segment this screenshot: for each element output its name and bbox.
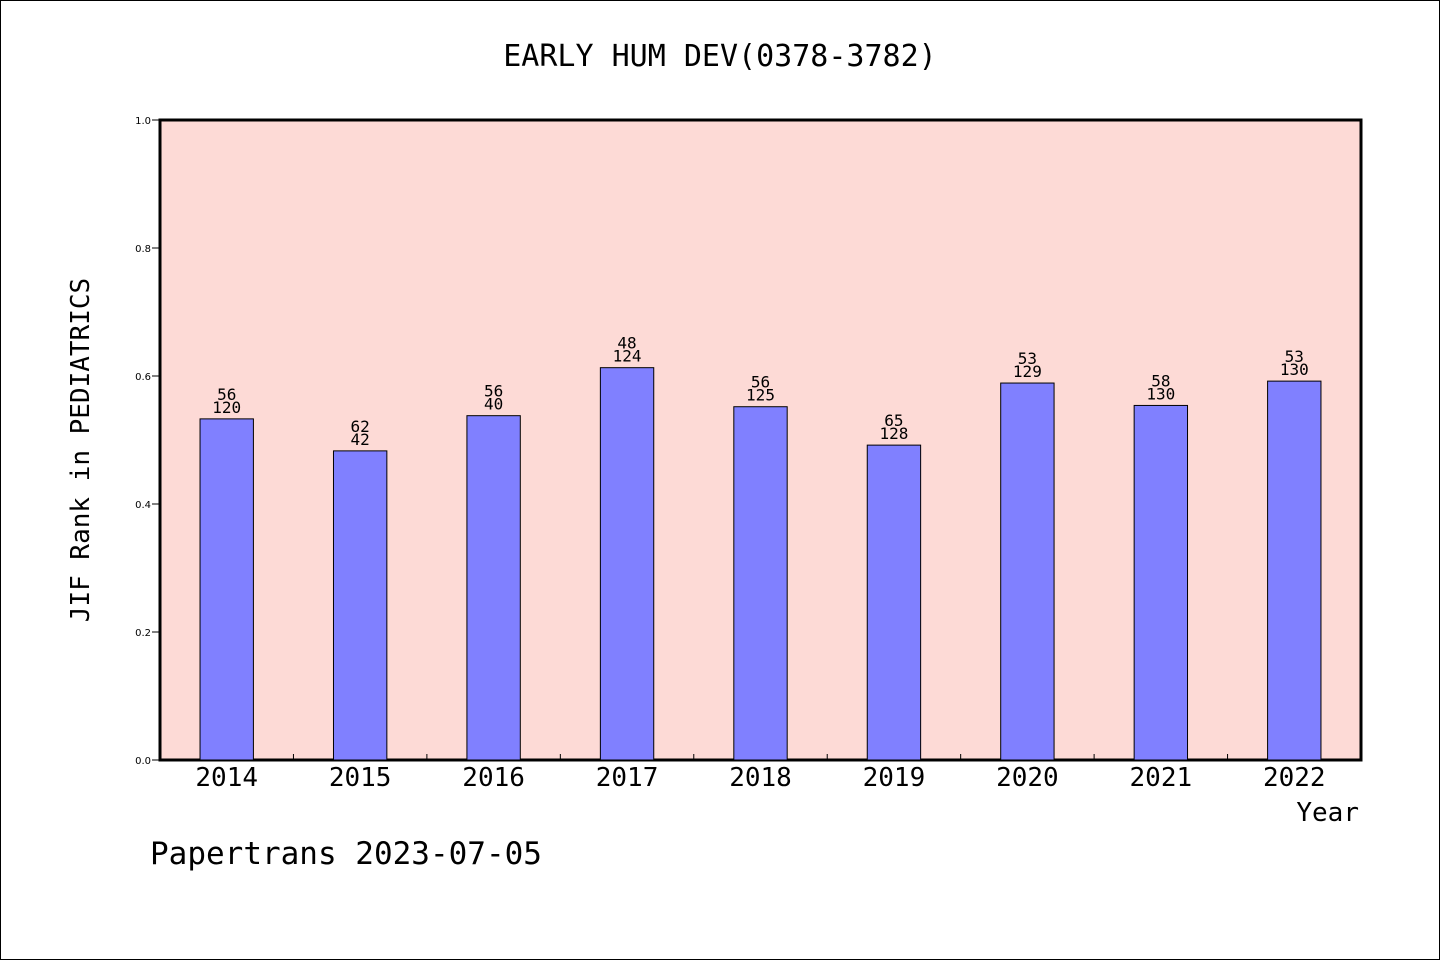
bar-rank-label: 56	[217, 385, 236, 404]
bar-2015	[332, 450, 388, 761]
bar-rank-label: 53	[1285, 347, 1304, 366]
chart-title: EARLY HUM DEV(0378-3782)	[503, 39, 936, 74]
x-tick-label: 2016	[462, 763, 525, 793]
x-axis: 2014 2015 2016 2017 2018 2019 2020 2021 2022	[195, 754, 1326, 793]
bar-rank-label: 53	[1018, 349, 1037, 368]
bar-total-label: 130	[1146, 384, 1175, 403]
bar-rank-label: 58	[1151, 371, 1170, 390]
y-tick-label: 0.2	[135, 628, 151, 639]
x-tick-label: 2022	[1263, 763, 1326, 793]
bar-2020	[1000, 382, 1055, 761]
y-axis-label: JIF Rank in PEDIATRICS	[66, 278, 96, 622]
bar-total-label: 120	[212, 398, 241, 417]
bar-2018	[733, 406, 788, 761]
bar-rank-label: 48	[617, 334, 636, 353]
x-tick-label: 2018	[729, 763, 792, 793]
x-axis-label: Year	[1296, 798, 1359, 828]
x-tick-label: 2021	[1130, 763, 1193, 793]
x-tick-label: 2019	[863, 763, 926, 793]
bar-rank-label: 65	[884, 411, 903, 430]
bar-rank-label: 62	[351, 417, 370, 436]
bar-total-label: 42	[351, 430, 370, 449]
y-tick-label: 0.4	[135, 500, 151, 511]
bar-series	[199, 367, 1322, 761]
bar-2017	[599, 367, 655, 761]
bar-total-label: 125	[746, 386, 775, 405]
x-tick-label: 2017	[596, 763, 659, 793]
bar-2016	[466, 415, 521, 761]
y-axis: 0.0 0.2 0.4 0.6 0.8 1.0	[135, 116, 160, 767]
y-tick-label: 0.0	[135, 756, 151, 767]
watermark-text: Papertrans 2023-07-05	[150, 836, 542, 872]
bar-total-label: 40	[484, 395, 503, 414]
bar-2022	[1267, 380, 1322, 761]
x-tick-label: 2015	[329, 763, 392, 793]
bar-total-label: 130	[1280, 360, 1309, 379]
bar-rank-label: 56	[751, 373, 770, 392]
y-tick-label: 0.8	[135, 244, 151, 255]
bar-total-label: 124	[613, 347, 642, 366]
bar-2014	[199, 418, 254, 761]
y-tick-label: 1.0	[135, 116, 151, 127]
bar-2019	[866, 444, 922, 761]
bar-rank-label: 56	[484, 382, 503, 401]
y-tick-label: 0.6	[135, 372, 151, 383]
bar-2021	[1133, 404, 1189, 761]
x-tick-label: 2014	[195, 763, 258, 793]
bar-total-label: 128	[879, 424, 908, 443]
x-tick-label: 2020	[996, 763, 1059, 793]
bar-total-label: 129	[1013, 362, 1042, 381]
